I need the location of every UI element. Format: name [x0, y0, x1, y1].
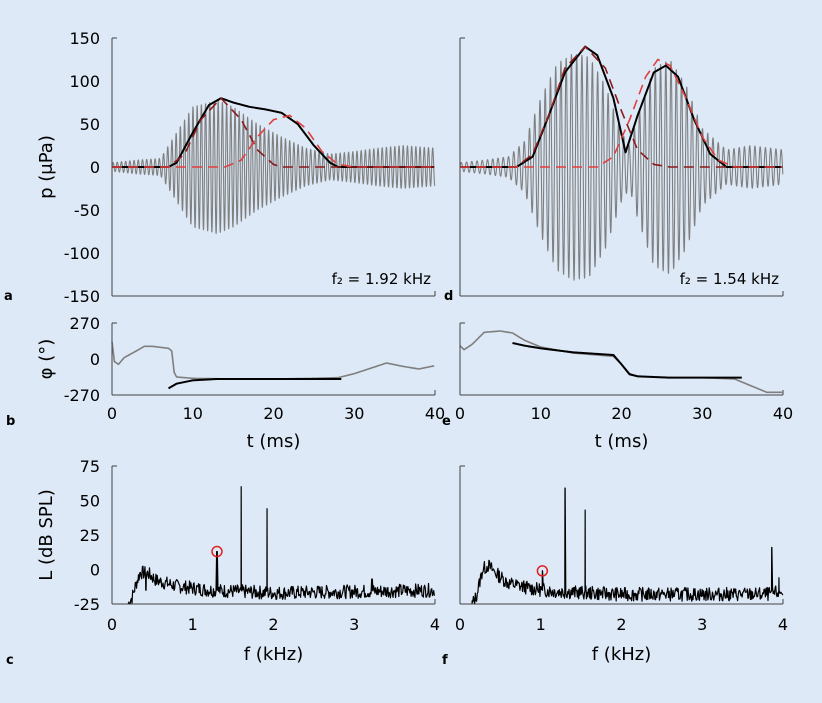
- phase-fit-line: [512, 342, 743, 379]
- x-axis-label: t (ms): [595, 431, 649, 452]
- y-tick-label: 0: [90, 561, 100, 580]
- y-tick-label: 50: [80, 492, 100, 511]
- annotation-label: f₂ = 1.54 kHz: [680, 270, 780, 288]
- panel-f: 0 1 2 3 4 f (kHz) f: [442, 465, 788, 668]
- y-tick-label: 75: [80, 457, 100, 476]
- x-tick-label: 0: [107, 404, 117, 423]
- y-tick-label: 0: [90, 158, 100, 177]
- x-tick-label: 0: [455, 615, 465, 634]
- phase-line: [111, 341, 435, 380]
- y-tick-label: -50: [74, 201, 100, 220]
- panel-letter-c: c: [6, 653, 14, 668]
- spectrum-line: [471, 487, 784, 605]
- panel-e: 0 10 20 30 40 t (ms) e: [442, 322, 793, 452]
- x-axis-label: t (ms): [247, 431, 301, 452]
- x-tick-label: 40: [773, 404, 793, 423]
- panel-letter-b: b: [6, 414, 15, 429]
- x-tick-label: 30: [344, 404, 364, 423]
- x-axis-label: f (kHz): [592, 644, 652, 665]
- y-tick-label: 270: [69, 314, 100, 333]
- marker-circle: [536, 565, 549, 577]
- waveform-line: [111, 100, 436, 234]
- y-tick-label: -270: [64, 386, 100, 405]
- panel-d: f₂ = 1.54 kHz d: [444, 37, 784, 304]
- x-tick-label: 10: [183, 404, 203, 423]
- panel-letter-f: f: [442, 653, 448, 668]
- panel-c: 0 1 2 3 4 f (kHz) 75 50 25 0 -25 L (dB SPL) c: [6, 457, 440, 668]
- panel-b: 0 10 20 30 40 t (ms) 270 0 -270 φ (°) b: [6, 314, 445, 452]
- component-line-3: [112, 114, 435, 168]
- x-tick-label: 3: [697, 615, 707, 634]
- phase-fit-line: [168, 378, 342, 390]
- x-tick-label: 10: [531, 404, 551, 423]
- x-tick-label: 30: [692, 404, 712, 423]
- x-tick-label: 4: [430, 615, 440, 634]
- x-tick-label: 20: [611, 404, 631, 423]
- y-tick-label: -25: [74, 595, 100, 614]
- x-axis-label: f (kHz): [244, 644, 304, 665]
- y-axis-label: φ (°): [36, 339, 57, 380]
- y-axis-label: p (μPa): [36, 135, 57, 199]
- x-tick-label: 0: [455, 404, 465, 423]
- y-tick-label: -150: [64, 287, 100, 306]
- x-tick-label: 1: [188, 615, 198, 634]
- annotation-label: f₂ = 1.92 kHz: [332, 270, 432, 288]
- y-tick-label: -100: [64, 244, 100, 263]
- x-tick-label: 40: [425, 404, 445, 423]
- panel-letter-d: d: [444, 289, 453, 304]
- x-tick-label: 4: [778, 615, 788, 634]
- spectrum-line: [127, 486, 435, 605]
- y-tick-label: 150: [69, 29, 100, 48]
- component-line-3: [460, 58, 783, 168]
- y-tick-label: 0: [90, 350, 100, 369]
- x-tick-label: 20: [263, 404, 283, 423]
- y-tick-label: 25: [80, 526, 100, 545]
- phase-line: [459, 330, 783, 394]
- x-tick-label: 2: [268, 615, 278, 634]
- marker-circle: [211, 545, 223, 558]
- x-tick-label: 0: [107, 615, 117, 634]
- panel-letter-a: a: [4, 289, 13, 304]
- y-axis-label: L (dB SPL): [36, 489, 57, 581]
- panel-a: 150 100 50 0 -50 -100 -150 p (μPa) f₂ = 1.92 kHz…: [4, 29, 436, 306]
- waveform-line: [459, 53, 784, 281]
- x-tick-label: 3: [349, 615, 359, 634]
- y-tick-label: 100: [69, 72, 100, 91]
- y-tick-label: 50: [80, 115, 100, 134]
- panel-letter-e: e: [442, 414, 451, 429]
- x-tick-label: 1: [536, 615, 546, 634]
- x-tick-label: 2: [616, 615, 626, 634]
